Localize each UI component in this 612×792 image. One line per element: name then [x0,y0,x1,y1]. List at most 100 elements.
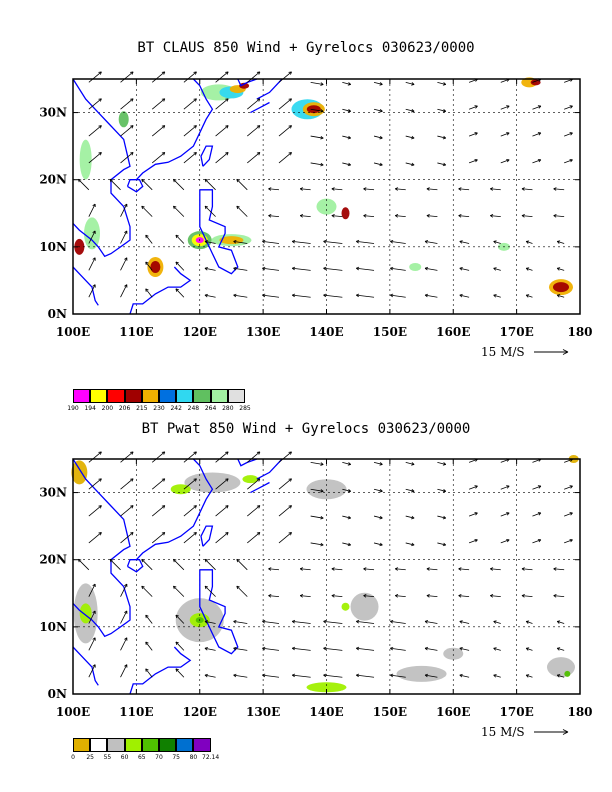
coastline [237,78,258,87]
legend-label: 200 [101,405,114,412]
x-tick-label: 170E [500,705,534,719]
wind-scale-label: 15 M/S [481,345,525,359]
field-blob [552,282,569,293]
x-tick-label: 150E [373,325,407,339]
legend-color-box [141,389,159,403]
legend-color-box [210,389,228,403]
x-tick-label: 120E [183,705,217,719]
field-blob [564,670,571,677]
coastline [72,646,99,686]
wind-scale-arrow [534,349,569,355]
x-tick-label: 120E [183,325,217,339]
legend-color-box [158,738,177,752]
legend-label: 65 [137,754,146,761]
legend-label: 60 [120,754,129,761]
map2-legend-boxes [73,738,211,752]
legend-label: 215 [136,405,148,412]
map2-legend: 0 25 55 60 65 70 75 80 72.14 [71,738,219,768]
legend-label: 248 [187,405,200,412]
map1-legend-labels: 190 194 200 206 215 230 242 248 264 280 285 [67,405,250,415]
x-tick-label: 130E [246,325,280,339]
y-tick-label: 20N [39,173,67,187]
coastline [200,525,214,547]
x-tick-label: 140E [309,705,343,719]
legend-color-box [73,738,91,752]
legend-label: 0 [71,754,75,761]
legend-color-box [90,738,108,752]
legend-label: 230 [153,405,165,412]
field-blob [341,602,350,611]
legend-color-box [107,389,125,403]
map2-legend-labels: 0 25 55 60 65 70 75 80 72.14 [71,754,219,764]
map1-panel: 100E 110E 120E 130E 140E 150E 160E 170E 180 0N 10N… [39,71,593,359]
map2-panel: 100E 110E 120E 130E 140E 150E 160E 170E 180 0N 10N… [39,451,593,739]
legend-label: 80 [189,754,198,761]
legend-color-box [176,389,194,403]
x-tick-label: 130E [246,705,280,719]
x-tick-label: 110E [119,705,153,719]
y-tick-label: 30N [39,486,67,500]
legend-color-box [176,738,194,752]
map1-title: BT CLAUS 850 Wind + Gyrelocs 030623/0000 [137,40,475,56]
field-blob [118,111,129,128]
field-blob [79,139,92,180]
coastline [72,266,99,306]
legend-label: 285 [239,405,251,412]
coastline [135,78,214,181]
field-blob [170,484,191,495]
coastline [72,78,131,258]
coastline [250,481,270,494]
field-blob [350,592,379,621]
wind-vectors [77,71,573,298]
coastline [126,179,144,193]
legend-label: 55 [103,754,112,761]
legend-color-box [90,389,108,403]
x-tick-label: 150E [373,705,407,719]
field-blob [79,603,92,624]
field-blob [84,217,101,250]
legend-color-box [107,738,125,752]
x-tick-label: 160E [436,705,470,719]
legend-color-box [124,738,142,752]
legend-color-box [141,738,159,752]
y-tick-label: 0N [48,307,67,321]
map1-legend-boxes [73,389,245,403]
coastline [199,189,239,275]
field-blob [306,682,347,693]
x-tick-label: 170E [500,325,534,339]
field-blob [530,79,541,86]
map1-legend: 190 194 200 206 215 230 242 248 264 280 285 [67,389,251,419]
field-blob [71,460,88,485]
legend-color-box [158,389,177,403]
legend-label: 70 [155,754,163,761]
coastline [135,458,214,561]
legend-color-box [73,389,91,403]
field-blob [316,198,337,215]
y-tick-label: 30N [39,106,67,120]
coastline [200,145,214,167]
legend-label: 194 [84,405,96,412]
coastline [256,458,283,480]
x-tick-label: 180 [567,325,592,339]
x-tick-label: 160E [436,325,470,339]
legend-color-box [227,389,245,403]
coastline [129,266,192,315]
coastline [199,569,239,655]
field-blob [546,657,575,678]
y-tick-label: 10N [39,620,67,634]
y-tick-label: 0N [48,687,67,701]
coastline [129,646,192,695]
field-blob [306,105,321,114]
legend-label: 75 [172,754,181,761]
map2-title: BT Pwat 850 Wind + Gyrelocs 030623/0000 [141,421,471,437]
legend-label: 190 [67,405,79,412]
coastline [72,458,131,638]
coastline [256,78,283,100]
legend-label: 264 [204,405,217,412]
x-tick-label: 180 [567,705,592,719]
field-blob [409,263,422,271]
legend-color-box [124,389,142,403]
wind-scale-label: 15 M/S [481,725,525,739]
y-tick-label: 20N [39,553,67,567]
field-blob [150,261,161,273]
